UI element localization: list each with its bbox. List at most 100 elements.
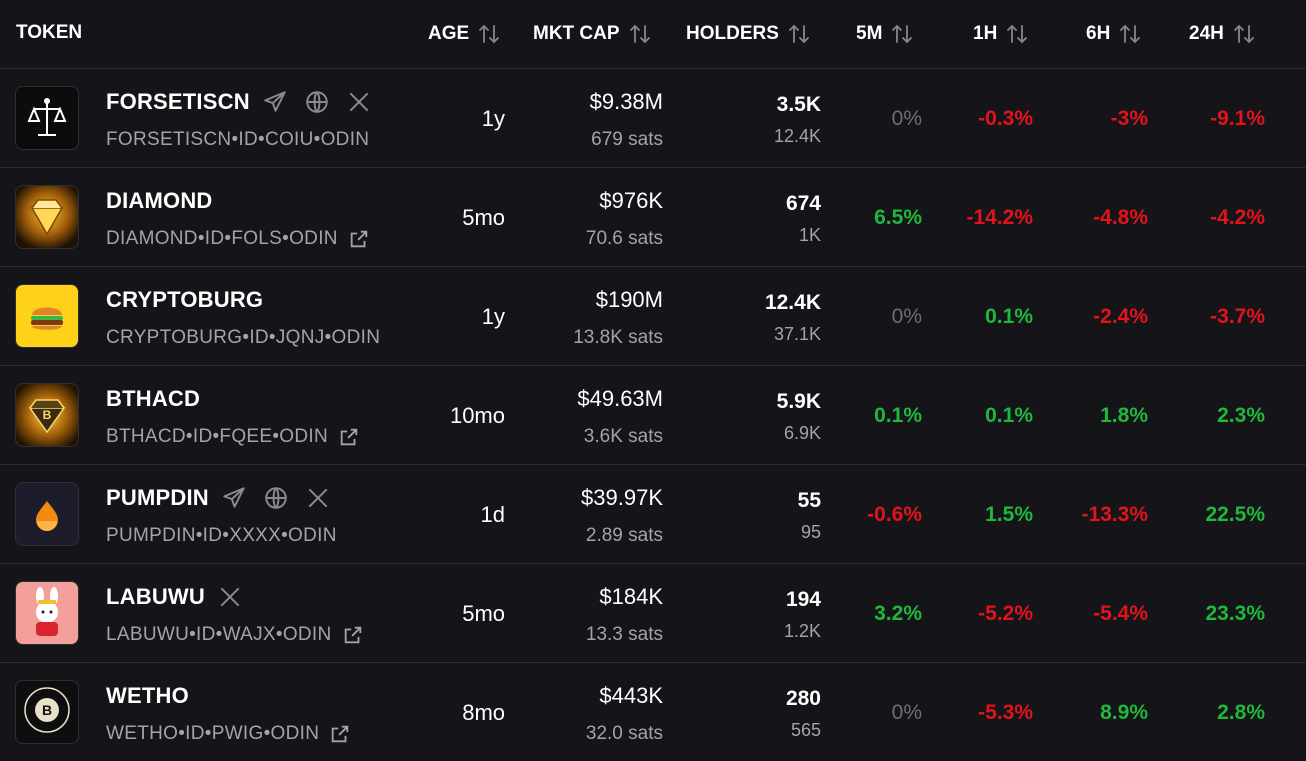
token-name[interactable]: PUMPDIN bbox=[106, 485, 331, 511]
token-name-text: CRYPTOBURG bbox=[106, 287, 264, 312]
header-token-label: TOKEN bbox=[16, 22, 83, 43]
change-6h: -3% bbox=[1110, 107, 1148, 130]
sort-mkt-cap[interactable]: MKT CAP bbox=[533, 22, 652, 46]
table-row[interactable]: FORSETISCN FORSETISCN•ID•COIU•ODIN 1y $9… bbox=[0, 69, 1306, 168]
sats-value: 13.3 sats bbox=[585, 624, 663, 645]
sort-icon bbox=[789, 24, 809, 44]
change-5m: -0.6% bbox=[867, 503, 922, 526]
change-24h: 22.5% bbox=[1205, 503, 1265, 526]
holders-value: 12.4K bbox=[764, 291, 821, 314]
table-header: TOKEN AGE MKT CAP HOLDERS 5M 1H 6H 24H bbox=[0, 0, 1306, 69]
sort-age[interactable]: AGE bbox=[428, 22, 501, 46]
change-1h: 0.1% bbox=[985, 404, 1033, 427]
globe-icon[interactable] bbox=[304, 89, 330, 115]
droplet-icon bbox=[36, 501, 58, 531]
sats-value: 2.89 sats bbox=[585, 525, 663, 546]
sats-value: 70.6 sats bbox=[585, 228, 663, 249]
change-5m: 0% bbox=[891, 305, 922, 328]
table-row[interactable]: DIAMOND DIAMOND•ID•FOLS•ODIN 5mo $976K 7… bbox=[0, 168, 1306, 267]
external-link-icon[interactable] bbox=[342, 624, 364, 646]
token-logo bbox=[15, 284, 79, 348]
header-6h-label: 6H bbox=[1086, 23, 1111, 44]
token-name-text: LABUWU bbox=[106, 584, 205, 609]
change-1h: 1.5% bbox=[985, 503, 1033, 526]
token-ticker: WETHO•ID•PWIG•ODIN bbox=[106, 723, 351, 745]
token-name-text: PUMPDIN bbox=[106, 485, 209, 510]
token-name[interactable]: LABUWU bbox=[106, 584, 243, 610]
scales-icon bbox=[27, 98, 67, 136]
token-ticker: CRYPTOBURG•ID•JQNJ•ODIN bbox=[106, 327, 380, 349]
telegram-icon[interactable] bbox=[221, 485, 247, 511]
holders-secondary-value: 37.1K bbox=[773, 324, 821, 344]
holders-value: 5.9K bbox=[776, 390, 821, 413]
sort-icon bbox=[892, 24, 913, 44]
holders-value: 194 bbox=[785, 588, 821, 611]
change-5m: 0% bbox=[891, 107, 922, 130]
change-24h: 2.8% bbox=[1217, 701, 1265, 724]
header-mkt-cap-label: MKT CAP bbox=[533, 23, 620, 44]
header-token: TOKEN bbox=[16, 22, 82, 44]
external-link-icon[interactable] bbox=[338, 426, 360, 448]
holders-secondary-value: 1.2K bbox=[783, 621, 821, 641]
x-icon[interactable] bbox=[217, 584, 243, 610]
header-5m-label: 5M bbox=[856, 23, 883, 44]
mkt-cap-value: $49.63M bbox=[577, 386, 663, 411]
token-name-text: WETHO bbox=[106, 683, 189, 708]
sort-5m[interactable]: 5M bbox=[856, 22, 914, 46]
x-icon[interactable] bbox=[346, 89, 372, 115]
sort-holders[interactable]: HOLDERS bbox=[686, 22, 811, 46]
token-name[interactable]: FORSETISCN bbox=[106, 89, 372, 115]
token-name[interactable]: WETHO bbox=[106, 683, 189, 709]
mkt-cap-value: $190M bbox=[595, 287, 663, 312]
sats-value: 3.6K sats bbox=[583, 426, 663, 447]
age-value: 1d bbox=[480, 502, 505, 527]
external-link-icon[interactable] bbox=[329, 723, 351, 745]
telegram-icon[interactable] bbox=[262, 89, 288, 115]
change-5m: 0% bbox=[891, 701, 922, 724]
holders-secondary-value: 1K bbox=[798, 225, 821, 245]
holders-secondary-value: 565 bbox=[790, 720, 821, 740]
ticker-text: WETHO•ID•PWIG•ODIN bbox=[106, 723, 320, 744]
token-name-text: BTHACD bbox=[106, 386, 201, 411]
change-6h: -13.3% bbox=[1081, 503, 1148, 526]
token-logo bbox=[15, 86, 79, 150]
change-6h: 1.8% bbox=[1100, 404, 1148, 427]
token-logo bbox=[15, 482, 79, 546]
token-ticker: PUMPDIN•ID•XXXX•ODIN bbox=[106, 525, 337, 547]
sats-value: 13.8K sats bbox=[573, 327, 663, 348]
x-icon[interactable] bbox=[305, 485, 331, 511]
token-name[interactable]: BTHACD bbox=[106, 386, 200, 412]
ticker-text: FORSETISCN•ID•COIU•ODIN bbox=[106, 129, 370, 150]
table-row[interactable]: LABUWU LABUWU•ID•WAJX•ODIN 5mo $184K 13.… bbox=[0, 564, 1306, 663]
globe-icon[interactable] bbox=[263, 485, 289, 511]
table-row[interactable]: B BTHACD BTHACD•ID•FQEE•ODIN 10mo $49.63… bbox=[0, 366, 1306, 465]
header-holders-label: HOLDERS bbox=[686, 23, 779, 44]
age-value: 5mo bbox=[462, 205, 505, 230]
change-6h: -2.4% bbox=[1093, 305, 1148, 328]
change-1h: -5.2% bbox=[978, 602, 1033, 625]
token-name[interactable]: DIAMOND bbox=[106, 188, 213, 214]
header-age-label: AGE bbox=[428, 23, 470, 44]
mkt-cap-value: $443K bbox=[599, 683, 663, 708]
token-name-text: FORSETISCN bbox=[106, 89, 250, 114]
table-row[interactable]: B WETHO WETHO•ID•PWIG•ODIN 8mo $443K 32.… bbox=[0, 663, 1306, 761]
sort-1h[interactable]: 1H bbox=[973, 22, 1029, 46]
ticker-text: BTHACD•ID•FQEE•ODIN bbox=[106, 426, 329, 447]
change-24h: 2.3% bbox=[1217, 404, 1265, 427]
token-logo: B bbox=[15, 383, 79, 447]
ticker-text: PUMPDIN•ID•XXXX•ODIN bbox=[106, 525, 337, 546]
external-link-icon[interactable] bbox=[348, 228, 370, 250]
token-name[interactable]: CRYPTOBURG bbox=[106, 287, 263, 313]
bunny-icon bbox=[36, 587, 58, 636]
sort-24h[interactable]: 24H bbox=[1189, 22, 1256, 46]
table-row[interactable]: CRYPTOBURG CRYPTOBURG•ID•JQNJ•ODIN 1y $1… bbox=[0, 267, 1306, 366]
sort-6h[interactable]: 6H bbox=[1086, 22, 1142, 46]
bitcoin-coin-icon: B bbox=[24, 687, 70, 733]
token-ticker: BTHACD•ID•FQEE•ODIN bbox=[106, 426, 360, 448]
mkt-cap-value: $39.97K bbox=[581, 485, 663, 510]
table-row[interactable]: PUMPDIN PUMPDIN•ID•XXXX•ODIN 1d $39.97K … bbox=[0, 465, 1306, 564]
header-1h-label: 1H bbox=[973, 23, 998, 44]
age-value: 10mo bbox=[449, 403, 505, 428]
sort-icon bbox=[1007, 24, 1028, 44]
